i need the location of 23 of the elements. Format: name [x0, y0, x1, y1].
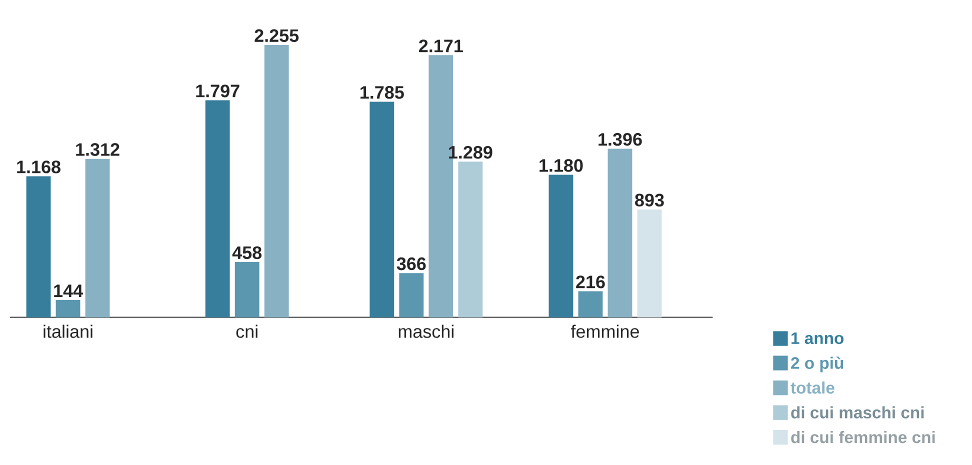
legend-label: 1 anno [792, 332, 844, 344]
data-label: 2.255 [254, 29, 299, 42]
data-label: 1.180 [540, 159, 583, 172]
data-label: 1.797 [196, 84, 240, 98]
data-label: 366 [396, 257, 426, 270]
x-tick-label: maschi [398, 324, 454, 338]
data-label: 1.785 [360, 86, 404, 99]
legend-label: 2 o più [791, 356, 844, 372]
data-label: 1.168 [17, 160, 60, 174]
x-tick-label: femmine [570, 324, 639, 338]
data-label: 893 [635, 194, 664, 207]
data-label: 1.289 [449, 146, 492, 159]
legend-label: totale [790, 381, 834, 394]
data-label: 1.312 [76, 143, 120, 156]
data-label: 1.396 [598, 133, 642, 146]
legend-label: di cui femmine cni [791, 430, 935, 444]
data-label: 458 [232, 246, 262, 260]
x-tick-label: cni [236, 324, 258, 338]
data-label: 2.171 [419, 40, 463, 52]
data-label: 216 [576, 276, 605, 288]
legend-label: di cui maschi cni [791, 406, 924, 418]
data-label: 144 [54, 284, 83, 298]
x-tick-label: italiani [44, 324, 92, 338]
